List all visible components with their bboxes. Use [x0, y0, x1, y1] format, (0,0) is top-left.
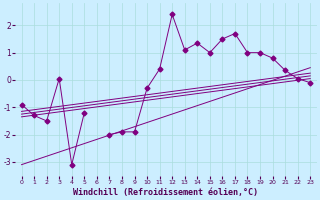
X-axis label: Windchill (Refroidissement éolien,°C): Windchill (Refroidissement éolien,°C)	[73, 188, 258, 197]
